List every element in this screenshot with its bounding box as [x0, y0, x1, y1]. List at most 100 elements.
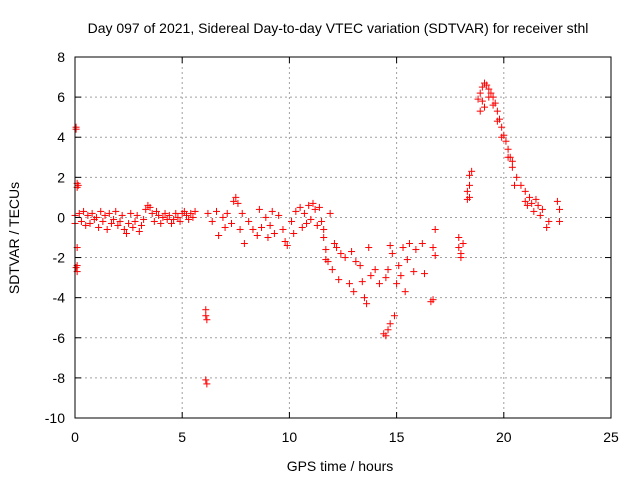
y-tick-label: 0	[57, 209, 65, 225]
data-point	[508, 163, 516, 171]
data-point	[114, 221, 122, 229]
x-axis-label: GPS time / hours	[287, 458, 394, 474]
data-point	[95, 223, 103, 231]
data-point	[202, 376, 210, 384]
data-point	[238, 209, 246, 217]
data-point	[163, 215, 171, 223]
x-axis-ticks: 0 5 10 15 20 25	[71, 57, 619, 445]
x-tick-label: 25	[603, 429, 619, 445]
data-point	[429, 244, 437, 252]
data-point	[459, 240, 467, 248]
data-point	[465, 181, 473, 189]
data-point	[455, 244, 463, 252]
data-point	[457, 254, 465, 262]
data-point	[318, 217, 326, 225]
data-point	[223, 209, 231, 217]
data-point	[350, 288, 358, 296]
data-point	[382, 274, 390, 282]
data-point	[403, 256, 411, 264]
data-point	[386, 320, 394, 328]
data-point	[493, 117, 501, 125]
data-point	[320, 225, 328, 233]
data-point	[465, 193, 473, 201]
data-point	[213, 207, 221, 215]
data-point	[262, 213, 270, 221]
data-point	[326, 209, 334, 217]
plot-frame	[74, 56, 612, 419]
data-point	[431, 252, 439, 260]
y-tick-label: -8	[53, 370, 66, 386]
data-point	[107, 219, 115, 227]
data-point	[118, 211, 126, 219]
y-tick-label: 8	[57, 49, 65, 65]
data-point	[155, 211, 163, 219]
data-point	[360, 294, 368, 302]
data-point	[345, 280, 353, 288]
data-point	[240, 240, 248, 248]
data-point	[536, 211, 544, 219]
data-point	[157, 219, 165, 227]
data-point	[202, 312, 210, 320]
chart-title: Day 097 of 2021, Sidereal Day-to-day VTE…	[88, 20, 589, 36]
data-point	[170, 215, 178, 223]
data-point	[305, 201, 313, 209]
data-point	[335, 276, 343, 284]
data-point	[517, 181, 525, 189]
x-tick-label: 10	[282, 429, 298, 445]
data-point	[180, 207, 188, 215]
data-point	[513, 173, 521, 181]
data-point	[298, 223, 306, 231]
data-point	[72, 125, 80, 133]
data-point	[187, 209, 195, 217]
data-point	[105, 209, 113, 217]
data-point	[393, 280, 401, 288]
data-point	[401, 288, 409, 296]
data-point	[97, 207, 105, 215]
data-point	[498, 123, 506, 131]
data-point	[405, 240, 413, 248]
data-point	[204, 209, 212, 217]
data-point	[348, 248, 356, 256]
data-point	[478, 97, 486, 105]
data-point	[234, 199, 242, 207]
data-point	[77, 217, 85, 225]
data-point	[463, 187, 471, 195]
data-point	[485, 85, 493, 93]
data-point	[309, 199, 317, 207]
data-point	[521, 187, 529, 195]
data-point	[92, 213, 100, 221]
data-point	[148, 209, 156, 217]
data-point	[476, 107, 484, 115]
data-point	[127, 209, 135, 217]
data-point	[253, 231, 261, 239]
data-point	[174, 213, 182, 221]
data-point	[530, 207, 538, 215]
data-point	[384, 266, 392, 274]
data-point	[300, 209, 308, 217]
data-points	[71, 79, 564, 388]
y-tick-label: 2	[57, 169, 65, 185]
data-point	[337, 250, 345, 258]
data-point	[258, 223, 266, 231]
data-point	[363, 300, 371, 308]
data-point	[72, 264, 80, 272]
data-point	[116, 217, 124, 225]
y-tick-label: -4	[53, 290, 66, 306]
data-point	[489, 101, 497, 109]
y-tick-label: -10	[45, 410, 65, 426]
data-point	[390, 312, 398, 320]
data-point	[315, 203, 323, 211]
x-tick-label: 20	[496, 429, 512, 445]
data-point	[167, 219, 175, 227]
data-point	[418, 240, 426, 248]
data-point	[135, 227, 143, 235]
data-point	[320, 234, 328, 241]
y-tick-label: -6	[53, 330, 66, 346]
data-point	[279, 225, 287, 233]
data-point	[74, 181, 82, 189]
data-point	[165, 211, 173, 219]
data-point	[159, 213, 167, 221]
data-point	[508, 157, 516, 165]
data-point	[288, 217, 296, 225]
